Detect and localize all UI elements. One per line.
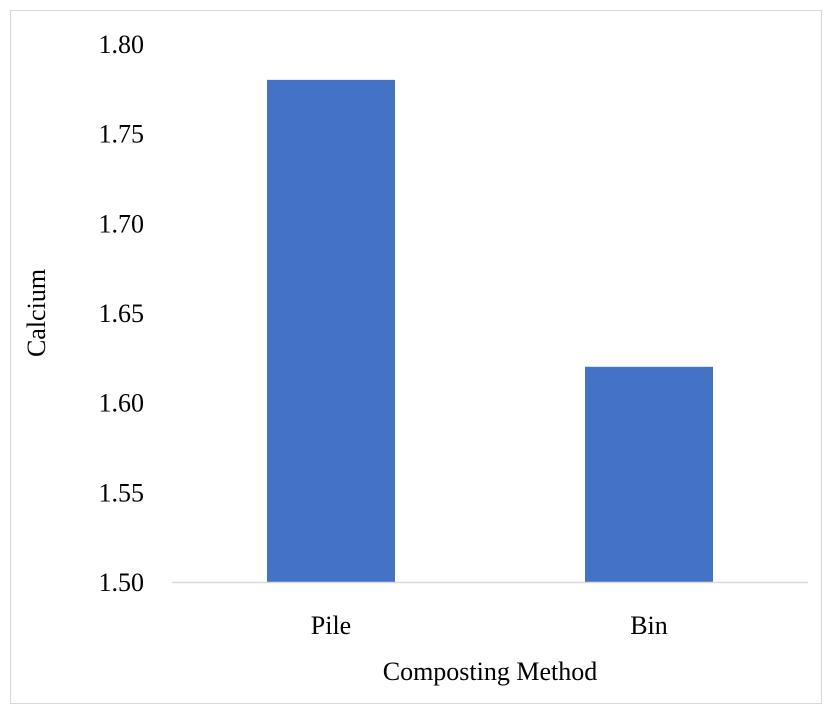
x-axis-ticks: Pile Bin (311, 611, 668, 640)
x-tick-label: Pile (311, 611, 351, 640)
y-axis-ticks: 1.50 1.55 1.60 1.65 1.70 1.75 1.80 (99, 30, 145, 597)
bars (267, 79, 713, 582)
y-tick-label: 1.70 (99, 209, 145, 238)
y-tick-label: 1.75 (99, 120, 145, 149)
chart-frame (10, 10, 822, 704)
y-tick-label: 1.80 (99, 30, 145, 59)
x-tick-label: Bin (630, 611, 668, 640)
y-tick-label: 1.65 (99, 299, 145, 328)
y-tick-label: 1.50 (99, 568, 145, 597)
y-tick-label: 1.60 (99, 389, 145, 418)
x-axis-title: Composting Method (383, 657, 598, 686)
y-tick-label: 1.55 (99, 478, 145, 507)
y-axis-title: Calcium (22, 269, 51, 357)
bar-bin (585, 366, 713, 582)
bar-pile (267, 79, 395, 582)
